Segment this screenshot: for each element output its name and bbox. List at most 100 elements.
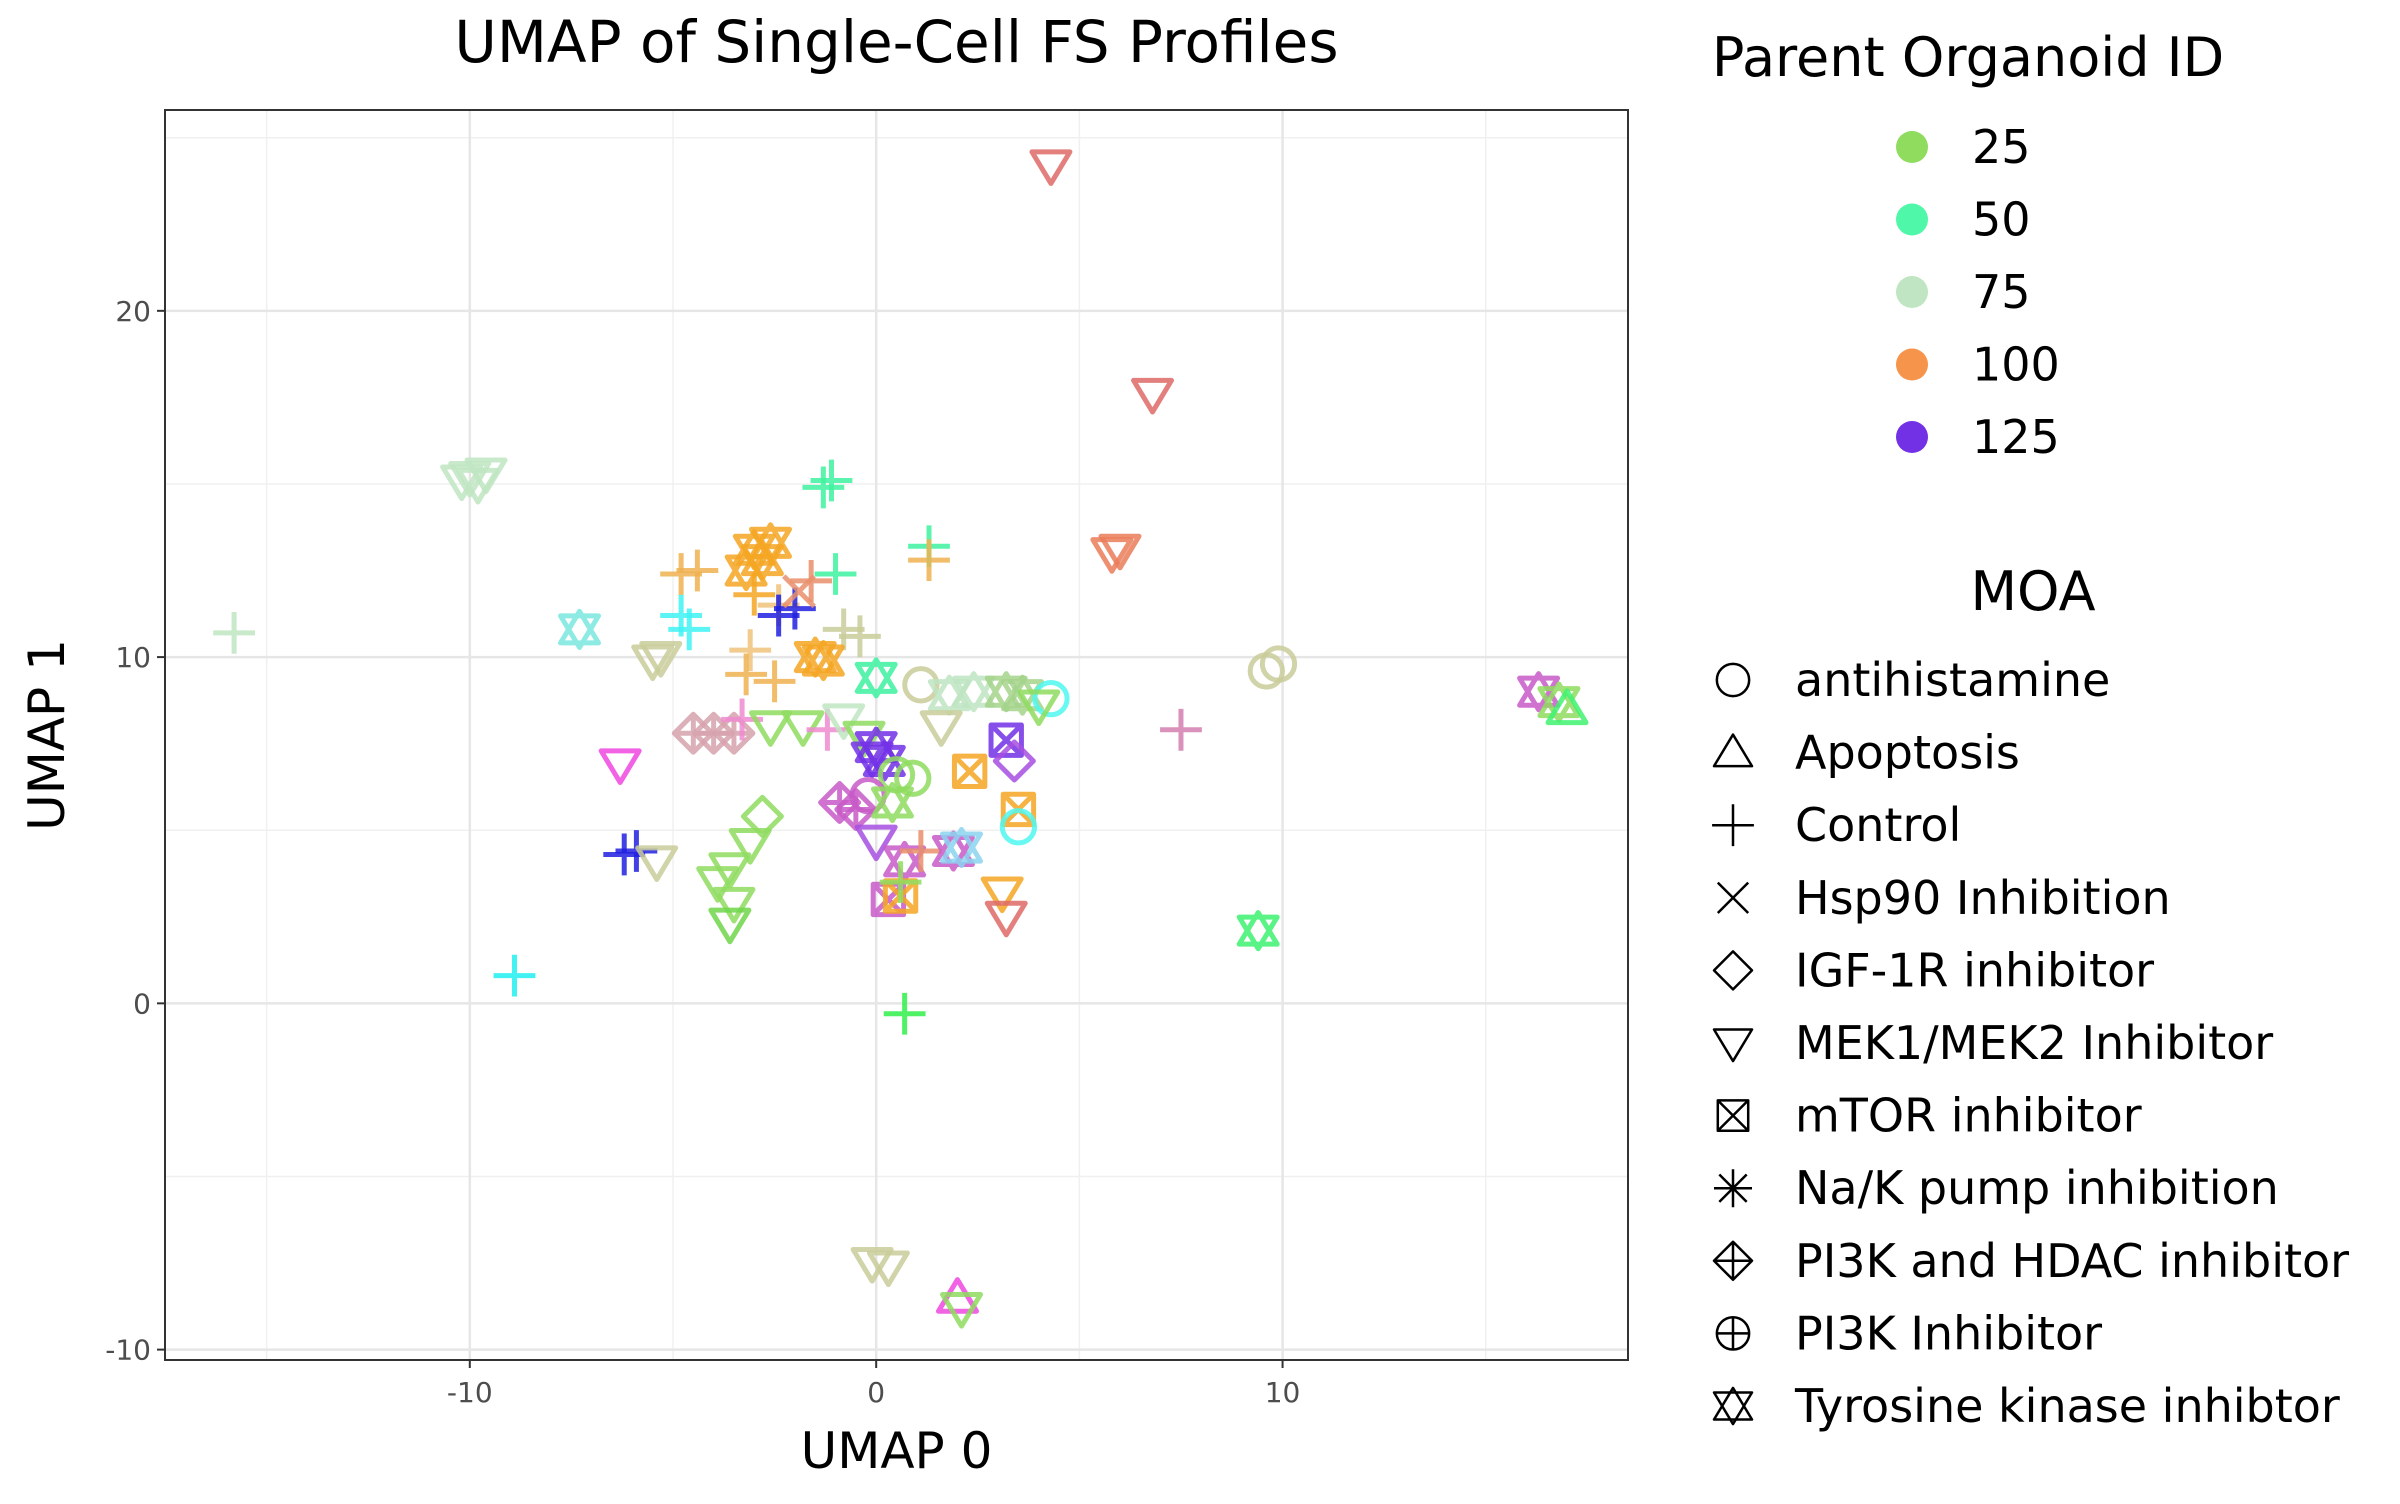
scatter-point-66 <box>940 826 984 869</box>
scatter-point-83 <box>980 876 1024 914</box>
shape-legend-label: PI3K Inhibitor <box>1795 1306 2102 1360</box>
scatter-point-75 <box>1032 679 1070 718</box>
shape-legend-item: antihistamine <box>1715 653 2110 707</box>
scatter-point-88 <box>1236 910 1280 952</box>
scatter-point-69 <box>879 861 922 904</box>
scatter-point-97 <box>708 907 752 945</box>
scatter-point-77 <box>919 710 963 747</box>
scatter-point-27 <box>729 629 772 672</box>
shape-legend-key-star-of-david <box>1712 1386 1754 1426</box>
color-legend-key <box>1896 203 1928 236</box>
shape-legend-item: IGF-1R inhibitor <box>1712 943 2154 997</box>
shape-legend-item: PI3K Inhibitor <box>1715 1306 2102 1360</box>
scatter-point-78 <box>988 722 1024 758</box>
shape-legend-key-triangle <box>1712 733 1754 768</box>
scatter-point-9 <box>558 608 602 650</box>
shape-legend-item: Na/K pump inhibition <box>1714 1161 2279 1215</box>
shape-legend-item: Apoptosis <box>1712 726 2020 780</box>
scatter-point-36 <box>814 553 857 595</box>
scatter-point-6 <box>440 464 484 502</box>
scatter-point-99 <box>850 1247 894 1284</box>
shape-legend-label: PI3K and HDAC inhibitor <box>1795 1234 2349 1288</box>
color-legend-key <box>1896 131 1928 163</box>
scatter-point-64 <box>899 830 942 872</box>
scatter-point-3 <box>1090 537 1134 574</box>
shape-legend-label: mTOR inhibitor <box>1795 1089 2142 1143</box>
scatter-point-33 <box>790 560 833 602</box>
scatter-point-52 <box>842 720 886 758</box>
shape-legend-item: mTOR inhibitor <box>1716 1089 2142 1143</box>
color-legend-item: 25 <box>1896 120 2031 174</box>
scatter-point-34 <box>802 466 845 509</box>
chart-title: UMAP of Single-Cell FS Profiles <box>454 8 1338 76</box>
shape-legend-label: antihistamine <box>1795 653 2110 707</box>
shape-legend-label: Tyrosine kinase inhibtor <box>1794 1379 2340 1433</box>
scatter-point-40 <box>801 640 845 682</box>
scatter-point-20 <box>676 549 719 592</box>
shape-legend-key-diamond-plus <box>1712 1240 1754 1282</box>
shape-legend-key-circle-plus <box>1715 1316 1751 1351</box>
scatter-point-28 <box>725 653 768 696</box>
shape-legend-label: Na/K pump inhibition <box>1795 1161 2279 1215</box>
scatter-point-38 <box>839 615 881 658</box>
scatter-point-63 <box>883 840 927 882</box>
scatter-point-7 <box>464 457 508 495</box>
color-legend-label: 100 <box>1972 338 2060 392</box>
shape-legend-label: MEK1/MEK2 Inhibitor <box>1795 1016 2273 1070</box>
points-layer <box>213 149 1589 1329</box>
scatter-point-65 <box>931 830 975 872</box>
scatter-point-84 <box>984 900 1028 938</box>
scatter-point-29 <box>753 660 796 703</box>
scatter-point-91 <box>1545 688 1589 726</box>
scatter-point-93 <box>728 828 772 865</box>
color-legend-label: 75 <box>1972 265 2031 319</box>
scatter-point-80 <box>951 753 988 790</box>
scatter-point-79 <box>992 739 1036 783</box>
scatter-point-39 <box>793 636 837 678</box>
scatter-point-15 <box>635 845 679 882</box>
shape-legend-key-asterisk <box>1714 1169 1752 1208</box>
x-tick-label: 10 <box>1265 1376 1301 1409</box>
y-tick-label: 0 <box>133 987 151 1020</box>
color-legend-key <box>1896 421 1928 453</box>
scatter-point-62 <box>854 824 898 862</box>
color-legend-label: 50 <box>1972 193 2031 247</box>
color-legend-item: 75 <box>1896 265 2031 319</box>
shape-legend-item: PI3K and HDAC inhibitor <box>1712 1234 2349 1288</box>
shape-legend-key-cross <box>1716 881 1750 914</box>
scatter-point-70 <box>902 666 940 704</box>
color-legend-key <box>1896 348 1928 381</box>
y-axis-label: UMAP 1 <box>18 639 76 831</box>
scatter-point-1 <box>1131 377 1175 415</box>
scatter-point-0 <box>1029 149 1073 186</box>
color-legend-title: Parent Organoid ID <box>1712 26 2224 89</box>
shape-legend-label: Control <box>1795 798 1961 852</box>
scatter-point-16 <box>493 954 536 997</box>
shape-legend-title: MOA <box>1970 560 2095 623</box>
scatter-point-43 <box>908 539 950 582</box>
axis-layer: -10 0 10 -10 0 10 20 <box>105 295 1300 1409</box>
scatter-point-96 <box>712 886 756 924</box>
shape-legend-key-plus <box>1712 804 1754 847</box>
shape-legend: MOA antihistamine Apoptosis Control Hsp90 I… <box>1712 560 2349 1433</box>
scatter-point-23 <box>724 549 768 592</box>
scatter-point-87 <box>1160 708 1202 751</box>
y-tick-label: -10 <box>105 1334 151 1367</box>
scatter-point-10 <box>631 644 675 682</box>
scatter-point-95 <box>696 866 740 903</box>
shape-legend-key-circle <box>1715 662 1751 698</box>
scatter-point-14 <box>615 830 658 872</box>
grid-layer <box>165 110 1628 1360</box>
scatter-point-12 <box>598 748 642 785</box>
color-legend-label: 25 <box>1972 120 2031 174</box>
scatter-point-55 <box>850 741 894 779</box>
shape-legend-key-triangle-down <box>1712 1028 1754 1063</box>
y-tick-label: 20 <box>115 295 151 328</box>
color-legend-item: 125 <box>1896 410 2060 464</box>
scatter-point-48 <box>749 710 793 747</box>
scatter-point-92 <box>740 794 784 838</box>
scatter-point-86 <box>1259 645 1298 683</box>
color-legend-item: 50 <box>1896 193 2031 247</box>
